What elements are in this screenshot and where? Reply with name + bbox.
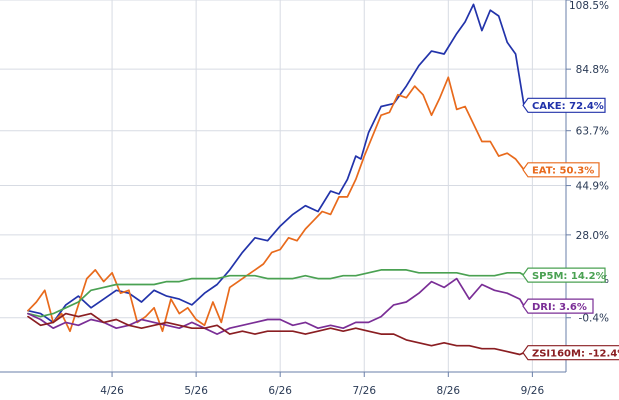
chart-series [27, 3, 525, 356]
end-tag-sp5m: SP5M: 14.2% [522, 267, 606, 283]
x-tick-label: 4/26 [100, 385, 124, 397]
x-tick-label: 6/26 [268, 385, 292, 397]
x-tick-label: 7/26 [352, 385, 376, 397]
x-tick-label: 9/26 [521, 385, 545, 397]
end-tag-zsi160m: ZSI160M: -12.4% [522, 345, 619, 361]
series-end-tags: CAKE: 72.4% EAT: 50.3% SP5M: 14.2% DRI: 3.6… [522, 97, 619, 361]
end-tag-box [522, 162, 600, 178]
x-axis-ticks: 4/26 5/26 6/26 7/26 8/26 9/26 [100, 372, 544, 397]
end-tag-box [522, 298, 594, 314]
y-tick-label: 63.7% [576, 126, 609, 138]
end-tag-label: CAKE: 72.4% [532, 101, 604, 112]
end-tag-label: ZSI160M: -12.4% [532, 349, 619, 360]
y-tick-label: 44.9% [576, 181, 609, 193]
end-tag-label: DRI: 3.6% [532, 302, 587, 313]
end-tag-box [522, 267, 606, 283]
series-line-eat [27, 76, 525, 333]
y-tick-label: 28.0% [576, 230, 609, 242]
y-tick-label: 84.8% [576, 64, 609, 76]
end-tag-cake: CAKE: 72.4% [522, 97, 606, 113]
x-tick-label: 8/26 [437, 385, 461, 397]
series-line-dri [27, 277, 525, 335]
series-line-cake [27, 3, 525, 324]
end-tag-eat: EAT: 50.3% [522, 162, 600, 178]
end-tag-dri: DRI: 3.6% [522, 298, 594, 314]
x-tick-label: 5/26 [184, 385, 208, 397]
series-line-sp5m [27, 269, 525, 318]
chart-grid [0, 0, 566, 372]
y-tick-label: 108.5% [569, 0, 609, 12]
end-tag-box [522, 97, 606, 113]
y-tick-label: -0.4% [579, 313, 609, 325]
end-tag-box [522, 345, 619, 361]
series-line-zsi160m [27, 312, 525, 356]
end-tag-label: EAT: 50.3% [532, 166, 594, 177]
end-tag-label: SP5M: 14.2% [532, 271, 606, 282]
